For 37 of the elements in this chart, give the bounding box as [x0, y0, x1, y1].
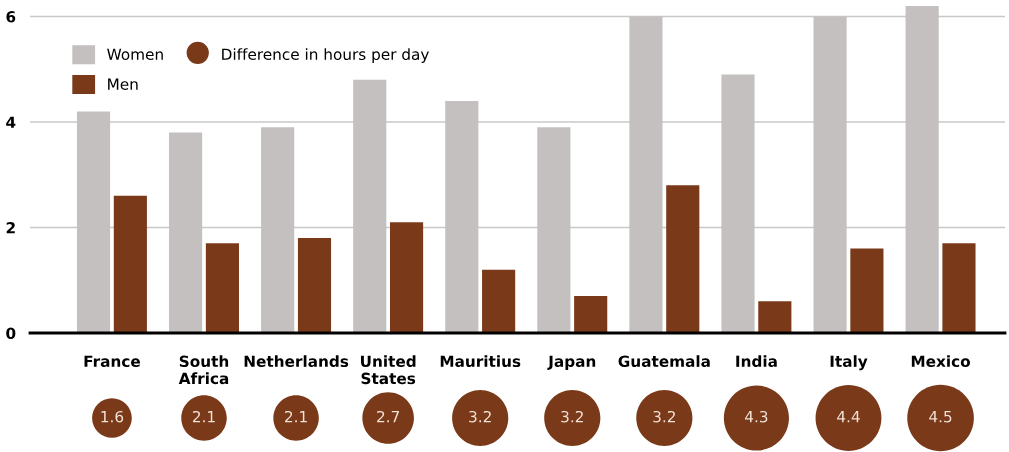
legend-label: Men: [108, 78, 138, 90]
legend-label: Difference in hours per day: [222, 48, 429, 63]
data-label: 4.3: [745, 410, 768, 423]
x-tick-label: Mauritius: [440, 355, 521, 368]
bar: [482, 269, 516, 333]
data-label: 3.2: [469, 410, 491, 423]
bar: [297, 238, 332, 333]
data-label: 2.1: [285, 410, 307, 423]
x-tick-label: France: [84, 355, 140, 368]
bar: [205, 243, 239, 333]
y-tick-label: 4: [6, 116, 16, 128]
data-label: 3.2: [561, 410, 583, 423]
bar: [389, 222, 424, 333]
data-label: 4.5: [929, 411, 952, 423]
y-tick-label: 6: [6, 11, 16, 23]
y-tick-label: 0: [6, 327, 16, 340]
bar: [850, 248, 884, 333]
x-tick-label: Japan: [547, 355, 596, 371]
bar: [758, 301, 792, 333]
data-label: 3.2: [653, 410, 675, 423]
x-tick-label: Netherlands: [244, 355, 349, 368]
x-tick-label: United States: [360, 355, 416, 385]
x-tick-label: Italy: [830, 355, 868, 371]
x-tick-label: India: [736, 355, 777, 368]
bar: [574, 296, 608, 333]
x-tick-label: South Africa: [178, 355, 229, 385]
x-tick-label: Mexico: [911, 355, 970, 368]
data-label: 2.1: [192, 410, 215, 423]
y-tick-label: 2: [6, 221, 15, 234]
data-label: 1.6: [101, 410, 124, 423]
data-label: 2.7: [377, 410, 399, 423]
x-tick-label: Guatemala: [618, 355, 710, 368]
data-label: 4.4: [837, 411, 860, 423]
bar: [666, 185, 700, 333]
legend-label: Women: [107, 48, 163, 61]
bar: [942, 243, 976, 333]
bar: [113, 195, 147, 333]
